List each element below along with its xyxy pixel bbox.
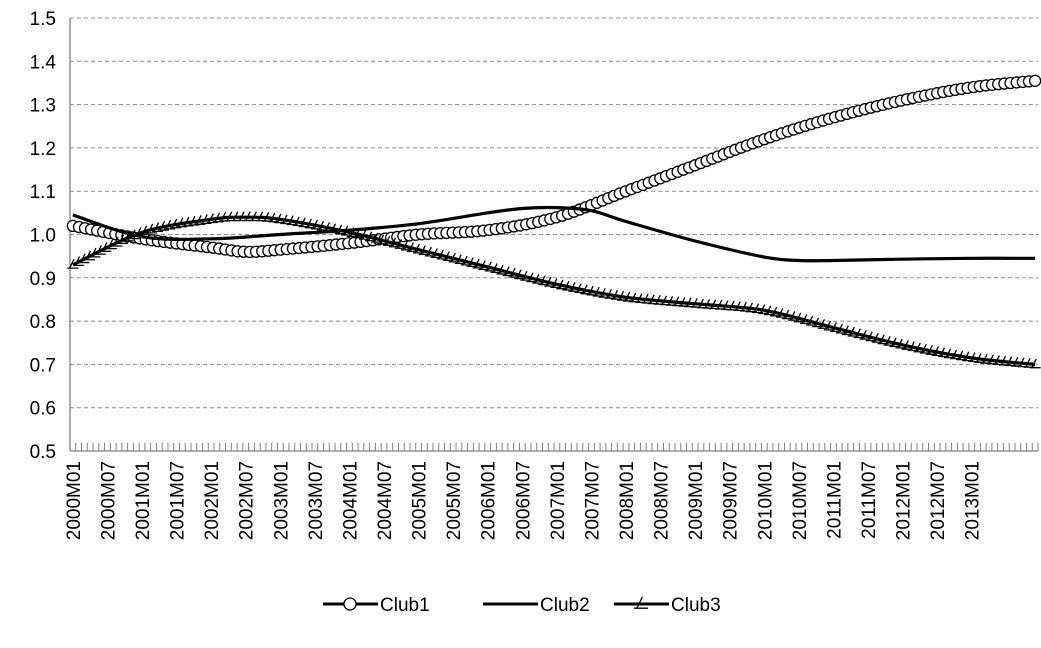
x-tick-label: 2010M07 — [790, 461, 811, 540]
series-club3-marker — [212, 212, 224, 223]
series-club3-marker — [145, 223, 157, 234]
series-club3-marker — [67, 259, 79, 269]
series-club3-marker — [157, 220, 169, 231]
x-tick-label: 2002M01 — [202, 461, 223, 540]
y-tick-label: 1.0 — [30, 226, 56, 247]
series-club3-marker — [182, 216, 194, 227]
x-tick-label: 2002M07 — [237, 461, 258, 540]
series-club1-marker — [1028, 74, 1041, 87]
legend-label: Club2 — [540, 595, 590, 616]
series-club3-marker — [117, 234, 129, 245]
x-tick-label: 2010M01 — [755, 461, 776, 540]
x-tick-label: 2011M07 — [859, 461, 880, 539]
legend-item-club2: Club2 — [483, 595, 590, 616]
series-lines — [66, 74, 1041, 369]
y-tick-label: 1.3 — [30, 96, 56, 117]
y-tick-label: 0.9 — [30, 269, 56, 290]
x-tick-label: 2011M01 — [824, 461, 845, 539]
legend-label: Club1 — [380, 595, 430, 616]
x-tick-label: 2003M01 — [271, 461, 292, 540]
x-tick-label: 2012M01 — [894, 461, 915, 540]
series-club3-marker — [94, 245, 106, 255]
grid-lines — [70, 17, 1038, 409]
series-club3-marker — [111, 236, 123, 247]
series-club3-marker — [72, 256, 84, 267]
series-club3-marker — [164, 219, 176, 230]
series-club3-marker — [188, 215, 200, 226]
y-tick-label: 1.5 — [30, 9, 56, 30]
series-club3-marker — [140, 225, 152, 236]
series-club3-marker — [134, 227, 146, 238]
x-tick-label: 2004M01 — [340, 461, 361, 540]
y-tick-label: 0.7 — [30, 355, 56, 376]
x-tick-label: 2006M07 — [513, 461, 534, 540]
x-tick-label: 2008M01 — [617, 461, 638, 540]
x-tick-label: 2004M07 — [375, 461, 396, 540]
axes — [69, 18, 1039, 452]
series-club3-marker — [194, 215, 206, 225]
x-tick-label: 2000M01 — [64, 461, 85, 540]
y-tick-label: 1.2 — [30, 139, 56, 160]
x-tick-label: 2005M07 — [444, 461, 465, 540]
series-club3-marker — [170, 218, 182, 229]
series-club2-line — [72, 205, 1036, 263]
x-tick-label: 2013M01 — [963, 461, 984, 540]
x-tick-label: 2007M01 — [548, 461, 569, 540]
legend-label: Club3 — [671, 595, 721, 616]
series-club3 — [67, 211, 1041, 369]
y-tick-label: 0.5 — [30, 442, 56, 463]
series-club3-marker — [128, 229, 140, 240]
x-tick-label: 2001M01 — [133, 461, 154, 540]
series-club3-marker — [122, 231, 134, 242]
x-tick-label: 2003M07 — [306, 461, 327, 540]
y-axis-tick-labels: 0.5 0.6 0.7 0.8 0.9 1.0 1.1 1.2 1.3 1.4 1.5 — [30, 9, 57, 463]
x-tick-label: 2005M01 — [410, 461, 431, 540]
series-club2 — [72, 205, 1036, 263]
x-tick-label: 2007M07 — [582, 461, 603, 540]
x-axis-tick-labels: 2000M01 2000M07 2001M01 2001M07 2002M01 2002M… — [64, 461, 984, 540]
series-club3-marker — [151, 222, 163, 233]
y-tick-label: 0.6 — [30, 399, 56, 420]
series-club1 — [66, 74, 1041, 259]
series-club3-marker — [176, 217, 188, 228]
x-tick-label: 2008M07 — [652, 461, 673, 540]
series-club3-marker — [206, 213, 218, 224]
y-tick-label: 0.8 — [30, 312, 56, 333]
legend-marker — [634, 596, 648, 609]
y-tick-label: 1.4 — [30, 52, 57, 73]
series-club3-marker — [1029, 358, 1041, 369]
x-tick-label: 2000M07 — [98, 461, 119, 540]
x-tick-label: 2001M07 — [168, 461, 189, 540]
x-tick-label: 2006M01 — [479, 461, 500, 540]
x-tick-label: 2009M07 — [721, 461, 742, 540]
series-club3-marker — [78, 253, 90, 264]
series-club3-marker — [83, 250, 95, 261]
series-club3-marker — [105, 239, 117, 250]
legend-item-club1: Club1 — [323, 595, 430, 616]
x-tick-label: 2009M01 — [686, 461, 707, 540]
legend-item-club3: Club3 — [614, 595, 721, 616]
series-club3-marker — [89, 247, 101, 258]
series-club3-marker — [200, 214, 212, 225]
series-club3-marker — [100, 242, 112, 252]
y-tick-label: 1.1 — [30, 182, 56, 203]
x-tick-label: 2012M07 — [928, 461, 949, 540]
legend-marker — [343, 597, 357, 611]
legend: Club1 Club2 Club3 — [323, 595, 721, 616]
